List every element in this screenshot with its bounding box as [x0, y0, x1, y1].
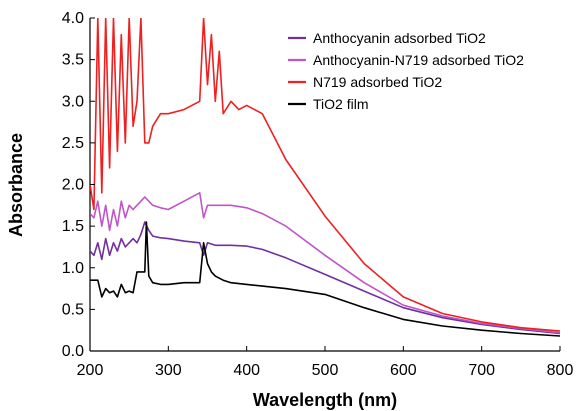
series-line-3 — [90, 18, 560, 332]
x-tick-label: 200 — [77, 362, 104, 379]
y-tick-label: 3.5 — [62, 52, 84, 69]
y-axis-title: Absorbance — [6, 133, 26, 237]
x-tick-label: 400 — [233, 362, 260, 379]
series-line-2 — [90, 192, 560, 334]
y-tick-label: 3.0 — [62, 93, 84, 110]
y-tick-label: 2.0 — [62, 177, 84, 194]
x-axis-title: Wavelength (nm) — [253, 390, 397, 410]
axes-layer: 200 300 400 500 600 700 800 0.0 0.5 1.0 1.5 2.0 2.5 3… — [62, 10, 574, 379]
x-tick-label: 600 — [390, 362, 417, 379]
x-tick-label: 800 — [547, 362, 574, 379]
y-tick-label: 2.5 — [62, 135, 84, 152]
series-layer — [90, 18, 560, 337]
x-tick-label: 500 — [312, 362, 339, 379]
x-tick-label: 700 — [468, 362, 495, 379]
y-tick-label: 1.0 — [62, 260, 84, 277]
legend-label-2: Anthocyanin-N719 adsorbed TiO2 — [313, 52, 524, 68]
y-tick-label: 4.0 — [62, 10, 84, 27]
series-line-1 — [90, 221, 560, 335]
y-tick-label: 0.0 — [62, 343, 84, 360]
legend-label-3: N719 adsorbed TiO2 — [313, 74, 442, 90]
legend-label-1: Anthocyanin adsorbed TiO2 — [313, 30, 486, 46]
y-tick-label: 0.5 — [62, 301, 84, 318]
x-tick-label: 300 — [155, 362, 182, 379]
legend-label-4: TiO2 film — [313, 96, 368, 112]
series-line-4 — [90, 221, 560, 337]
legend: Anthocyanin adsorbed TiO2 Anthocyanin-N71… — [288, 30, 524, 112]
y-tick-label: 1.5 — [62, 218, 84, 235]
